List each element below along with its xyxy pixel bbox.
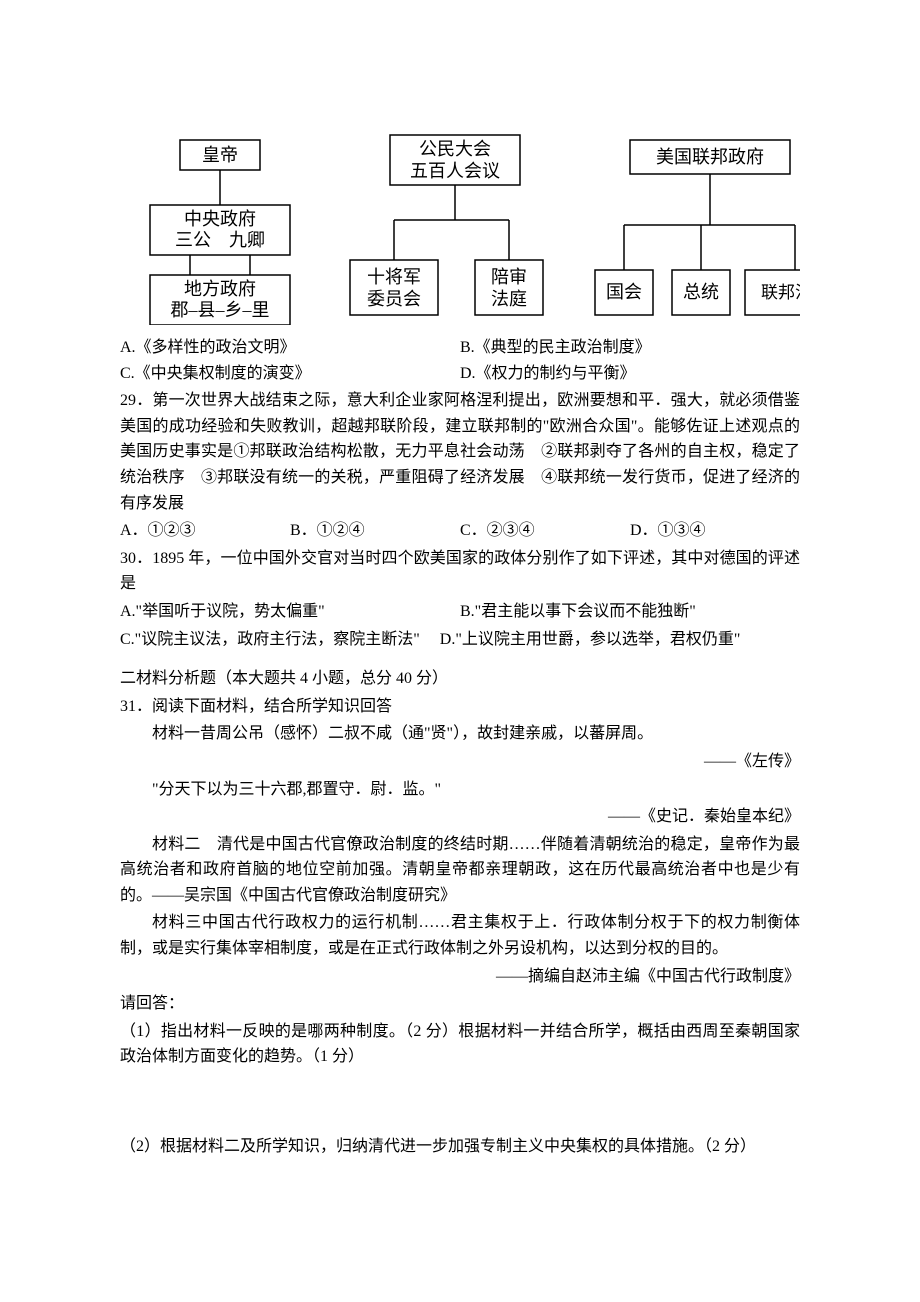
q30-opt-c: C."议院主议法，政府主行法，察院主断法"	[120, 631, 420, 648]
q30-options-row2: C."议院主议法，政府主行法，察院主断法" D."上议院主用世爵，参以选举，君权…	[120, 627, 800, 653]
material1b: "分天下以为三十六郡,郡置守．尉．监。"	[120, 777, 800, 803]
q28-options: A.《多样性的政治文明》 B.《典型的民主政治制度》 C.《中央集权制度的演变》…	[120, 335, 800, 386]
q29-opt-c: C．②③④	[460, 518, 630, 544]
material1a: 材料一昔周公吊（感怀）二叔不咸（通"贤"），故封建亲戚，以蕃屏周。	[120, 721, 800, 747]
t1-top: 皇帝	[202, 145, 238, 165]
t3-c1: 国会	[606, 282, 642, 302]
t3-c3: 联邦法院	[761, 283, 800, 302]
q31-sub1: （1）指出材料一反映的是哪两种制度。（2 分）根据材料一并结合所学，概括由西周至…	[120, 1019, 800, 1070]
t3-top: 美国联邦政府	[656, 147, 764, 167]
q28-opt-a: A.《多样性的政治文明》	[120, 335, 460, 361]
t2-left-l2: 委员会	[367, 289, 421, 309]
political-diagrams: 皇帝 中央政府 三公 九卿 地方政府 郡–县–乡–里 公民大会 五百人会议 十将…	[120, 130, 800, 325]
q30-opt-b: B."君主能以事下会议而不能独断"	[460, 599, 800, 625]
q31-intro: 31．阅读下面材料，结合所学知识回答	[120, 694, 800, 720]
q28-opt-b: B.《典型的民主政治制度》	[460, 335, 800, 361]
t2-right-l2: 法庭	[491, 289, 527, 309]
material3: 材料三中国古代行政权力的运行机制……君主集权于上．行政体制分权于下的权力制衡体制…	[120, 910, 800, 961]
q29-stem: 29．第一次世界大战结束之际，意大利企业家阿格涅利提出，欧洲要想和平．强大，就必…	[120, 388, 800, 516]
t2-right-l1: 陪审	[491, 267, 527, 287]
q29-options: A．①②③ B．①②④ C．②③④ D．①③④	[120, 518, 800, 544]
q29-opt-d: D．①③④	[630, 518, 800, 544]
material2: 材料二 清代是中国古代官僚政治制度的终结时期……伴随着清朝统治的稳定，皇帝作为最…	[120, 832, 800, 909]
t1-bot-l1: 地方政府	[184, 279, 256, 299]
q31-sub2: （2）根据材料二及所学知识，归纳清代进一步加强专制主义中央集权的具体措施。（2 …	[120, 1134, 800, 1160]
q30-opt-a: A."举国听于议院，势太偏重"	[120, 599, 460, 625]
material3-src: ——摘编自赵沛主编《中国古代行政制度》	[120, 964, 800, 990]
q29-opt-b: B．①②④	[290, 518, 460, 544]
material1a-src: ——《左传》	[120, 749, 800, 775]
q30-stem: 30．1895 年，一位中国外交官对当时四个欧美国家的政体分别作了如下评述，其中…	[120, 546, 800, 597]
t2-top-l1: 公民大会	[419, 139, 491, 159]
t3-c2: 总统	[683, 282, 719, 302]
q30-options-row1: A."举国听于议院，势太偏重" B."君主能以事下会议而不能独断"	[120, 599, 800, 625]
section2-title: 二材料分析题（本大题共 4 小题，总分 40 分）	[120, 666, 800, 692]
q30-opt-d: D."上议院主用世爵，参以选举，君权仍重"	[440, 631, 741, 648]
t2-left-l1: 十将军	[367, 267, 421, 287]
q28-opt-d: D.《权力的制约与平衡》	[460, 361, 800, 387]
t1-mid-l2: 三公 九卿	[175, 230, 265, 250]
t1-bot-l2: 郡–县–乡–里	[171, 300, 270, 320]
t1-mid-l1: 中央政府	[184, 209, 256, 229]
q29-opt-a: A．①②③	[120, 518, 290, 544]
q28-opt-c: C.《中央集权制度的演变》	[120, 361, 460, 387]
ask-label: 请回答：	[120, 991, 800, 1017]
answer-space-1	[120, 1072, 800, 1132]
t2-top-l2: 五百人会议	[410, 161, 500, 181]
material1b-src: ——《史记．秦始皇本纪》	[120, 804, 800, 830]
